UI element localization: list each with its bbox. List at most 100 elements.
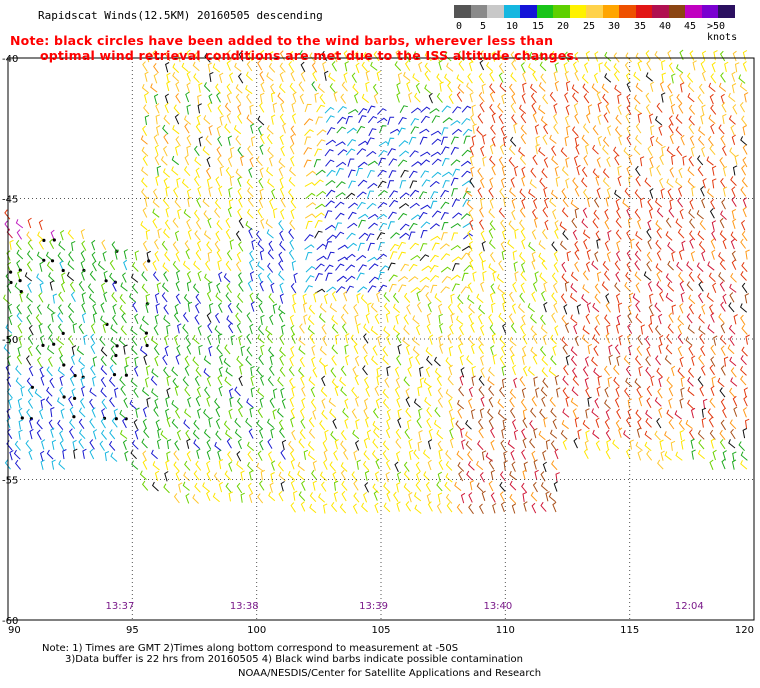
wind-barb <box>203 429 211 439</box>
wind-barb <box>730 428 736 440</box>
wind-barb <box>69 365 76 376</box>
wind-barb <box>701 304 706 315</box>
wind-barb <box>417 440 422 451</box>
wind-barb <box>688 123 695 135</box>
wind-barb <box>67 229 74 240</box>
wind-barb <box>701 50 707 61</box>
wind-barb <box>591 408 599 418</box>
wind-barb <box>416 290 421 302</box>
wind-barb <box>660 188 665 199</box>
wind-barb <box>366 137 375 146</box>
wind-barb <box>48 334 55 345</box>
wind-barb <box>92 312 98 323</box>
wind-barb <box>288 366 295 377</box>
wind-barb <box>5 323 13 334</box>
colorbar-label: 40 <box>659 21 672 32</box>
wind-barb <box>677 333 684 344</box>
wind-barb <box>140 135 148 145</box>
wind-barb <box>73 448 78 459</box>
wind-barb <box>257 272 263 283</box>
wind-barb <box>165 186 170 197</box>
wind-barb <box>153 72 158 84</box>
wind-barb <box>298 438 305 449</box>
wind-barb <box>659 439 664 450</box>
wind-barb <box>248 227 253 239</box>
wind-barb <box>154 355 159 367</box>
wind-barb <box>382 388 389 399</box>
wind-barb <box>687 367 695 378</box>
wind-barb <box>510 51 517 62</box>
wind-barb <box>708 417 714 428</box>
quality-flag-dot <box>42 238 46 242</box>
wind-barb <box>316 243 327 250</box>
wind-barb <box>552 345 557 356</box>
wind-barb <box>396 451 401 462</box>
wind-barb <box>71 240 76 251</box>
wind-barb <box>206 376 212 387</box>
wind-barb <box>584 377 589 388</box>
wind-barb <box>26 250 33 261</box>
wind-barb <box>208 302 214 314</box>
wind-barb <box>439 81 444 92</box>
wind-barb <box>637 418 642 430</box>
wind-barb <box>163 177 168 189</box>
wind-barb <box>626 125 631 136</box>
wind-barb <box>331 315 339 325</box>
wind-barb <box>501 249 507 261</box>
wind-barb <box>503 196 508 208</box>
wind-barb <box>409 180 418 189</box>
wind-barb <box>91 407 96 418</box>
wind-barb <box>512 250 518 261</box>
wind-barb <box>336 275 347 282</box>
wind-barb <box>183 209 191 219</box>
wind-barb <box>680 376 686 387</box>
wind-barb <box>324 264 334 272</box>
wind-barb <box>487 408 494 419</box>
wind-barb <box>614 282 621 293</box>
wind-barb <box>592 168 600 179</box>
wind-barb <box>583 238 588 250</box>
wind-barb <box>701 197 706 209</box>
wind-barb <box>679 356 684 368</box>
wind-barb <box>41 439 46 450</box>
latitude-label: -50 <box>2 335 18 346</box>
wind-barb <box>408 170 418 179</box>
wind-barb <box>563 304 568 315</box>
wind-barb <box>321 375 326 387</box>
wind-barb <box>531 291 536 302</box>
wind-barb <box>279 282 284 293</box>
wind-barb <box>698 313 705 324</box>
wind-barb <box>478 428 484 439</box>
wind-barb <box>449 437 455 449</box>
wind-barb <box>560 147 568 158</box>
wind-barb <box>539 314 546 325</box>
wind-barb <box>340 365 347 376</box>
wind-barb <box>328 72 336 82</box>
wind-barb <box>606 156 611 168</box>
wind-barb <box>563 62 568 73</box>
wind-barb <box>290 407 296 419</box>
wind-barb <box>646 261 652 272</box>
wind-barb <box>259 144 264 155</box>
wind-barb <box>46 449 54 460</box>
wind-barb <box>281 324 286 335</box>
wind-barb <box>197 325 202 336</box>
wind-barb <box>491 333 497 344</box>
wind-barb <box>710 344 716 356</box>
wind-barb <box>366 150 377 157</box>
wind-barb <box>141 480 149 491</box>
quality-flag-dot <box>41 343 45 347</box>
longitude-label: 105 <box>371 625 390 636</box>
wind-barb <box>438 448 443 460</box>
wind-barb <box>451 128 462 135</box>
wind-barb <box>314 92 319 103</box>
wind-barb <box>478 503 484 515</box>
wind-barb <box>448 398 453 409</box>
wind-barb <box>679 303 684 314</box>
wind-barb <box>227 322 234 334</box>
wind-barb <box>456 450 464 461</box>
wind-barb <box>742 197 747 208</box>
wind-barb <box>39 261 44 272</box>
wind-barb <box>240 492 245 503</box>
wind-barb <box>268 156 274 167</box>
